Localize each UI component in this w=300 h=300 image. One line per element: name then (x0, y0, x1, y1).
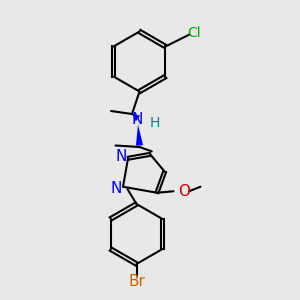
Text: N: N (116, 149, 127, 164)
Polygon shape (132, 114, 140, 122)
Text: N: N (131, 112, 143, 128)
Text: Br: Br (128, 274, 145, 290)
Text: O: O (178, 184, 190, 199)
Text: H: H (149, 116, 160, 130)
Text: Cl: Cl (187, 26, 201, 40)
Text: N: N (111, 181, 122, 196)
Polygon shape (136, 124, 143, 146)
